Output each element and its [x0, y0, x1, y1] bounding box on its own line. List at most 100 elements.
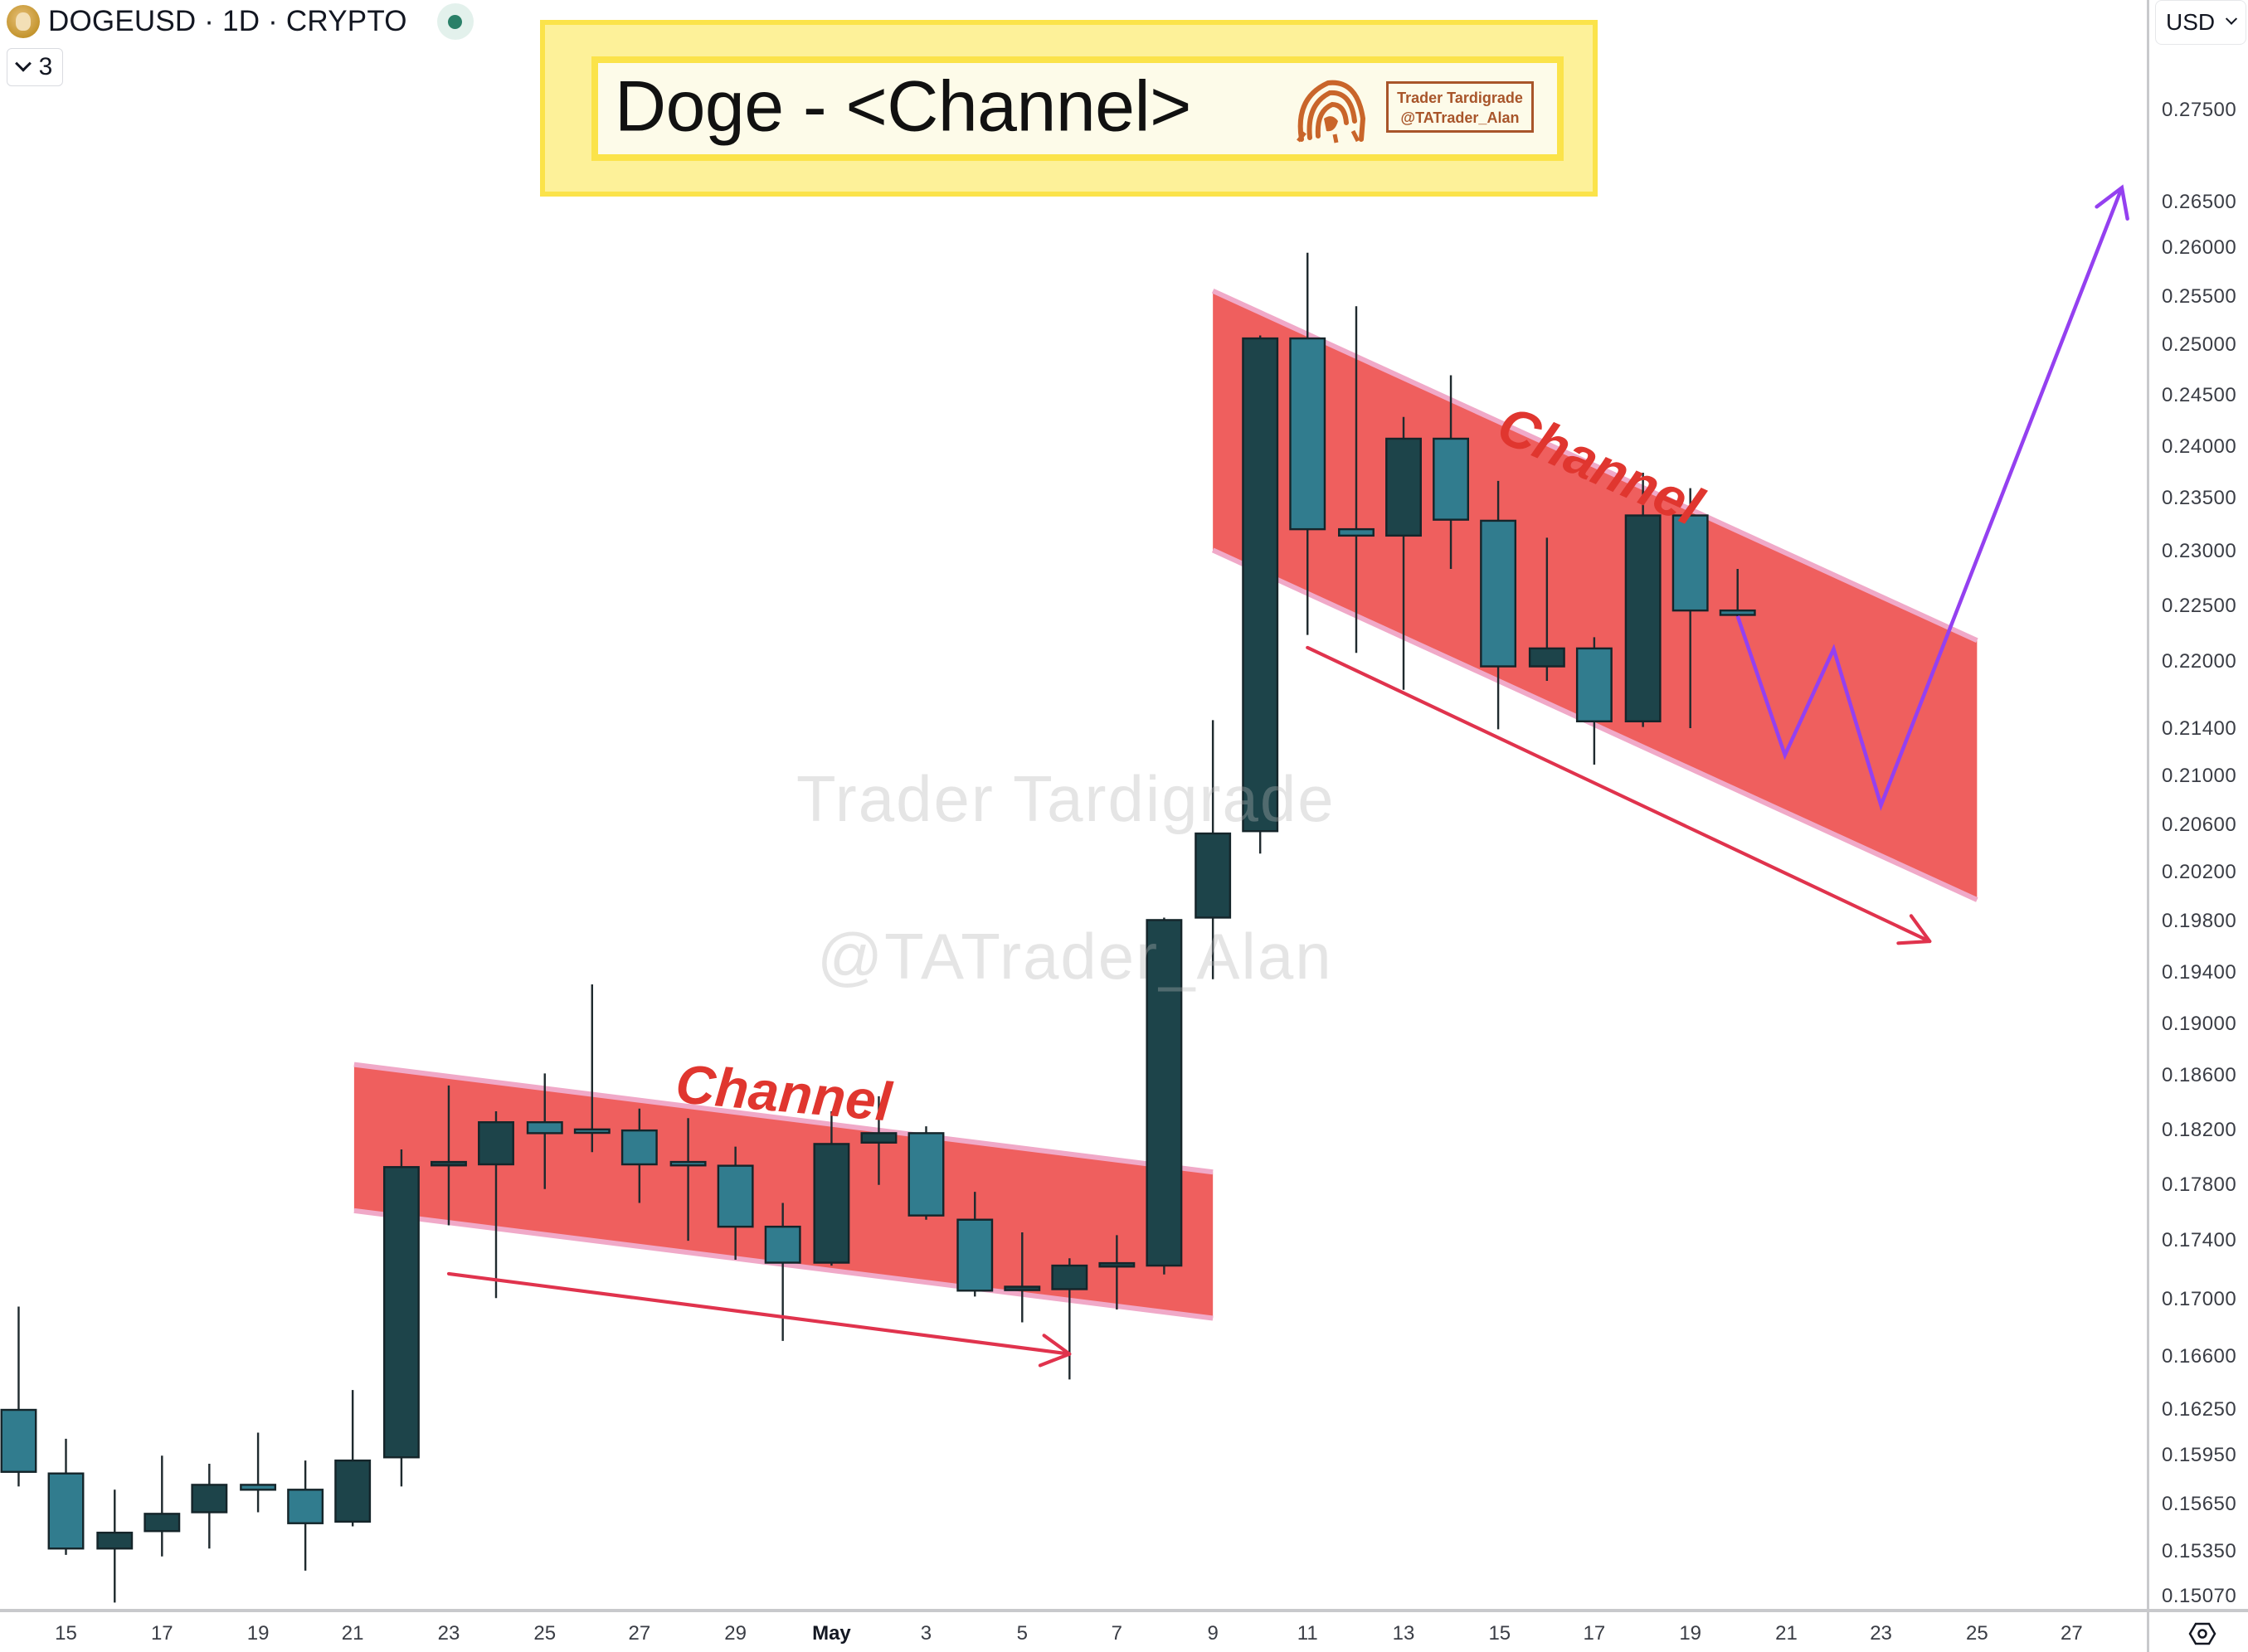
candle: [1004, 1232, 1041, 1323]
price-tick-label: 0.16250: [2162, 1398, 2237, 1421]
indicators-collapse-button[interactable]: 3: [7, 48, 63, 86]
price-tick-label: 0.25500: [2162, 284, 2237, 308]
candle: [1195, 720, 1232, 979]
candle: [717, 1146, 754, 1261]
price-tick-label: 0.19000: [2162, 1013, 2237, 1036]
signature-handle: @TATrader_Alan: [1400, 109, 1520, 126]
trend-arrows[interactable]: [446, 184, 2129, 1368]
price-tick-label: 0.23500: [2162, 487, 2237, 510]
candle: [1671, 488, 1709, 729]
candle: [1624, 472, 1662, 727]
candle: [1242, 335, 1279, 854]
candle: [1146, 917, 1183, 1275]
title-banner: Doge - <Channel> Trader Tardigrade @TATr…: [540, 20, 1598, 197]
time-tick-label: 15: [55, 1622, 77, 1645]
candle: [478, 1110, 514, 1299]
price-tick-label: 0.18200: [2162, 1119, 2237, 1142]
projection-path[interactable]: [1735, 184, 2129, 811]
price-tick-label: 0.16600: [2162, 1345, 2237, 1368]
time-tick-label: 19: [246, 1622, 270, 1645]
price-tick-label: 0.22000: [2162, 650, 2237, 673]
currency-label: USD: [2166, 9, 2216, 35]
price-tick-label: 0.15650: [2162, 1493, 2237, 1516]
price-tick-label: 0.24500: [2162, 383, 2237, 406]
time-tick-label: 9: [1207, 1622, 1219, 1645]
candle: [669, 1118, 707, 1241]
time-tick-label: 27: [628, 1622, 651, 1645]
price-axis-border: [2147, 0, 2149, 1652]
candle: [1051, 1258, 1088, 1380]
chart-settings-icon[interactable]: [2183, 1620, 2221, 1647]
tardigrade-logo-icon: [1297, 80, 1366, 143]
watermark-handle: @TATrader_Alan: [817, 920, 1333, 993]
down-trend-arrow-upper[interactable]: [1306, 645, 1932, 945]
price-tick-label: 0.25000: [2162, 333, 2237, 357]
candle: [573, 984, 611, 1153]
candle: [1338, 306, 1375, 654]
price-tick-label: 0.15350: [2162, 1540, 2237, 1563]
candle: [144, 1455, 181, 1557]
candle: [240, 1432, 277, 1513]
price-tick-label: 0.23000: [2162, 540, 2237, 563]
candle: [1289, 252, 1326, 635]
price-tick-label: 0.26000: [2162, 236, 2237, 259]
price-tick-label: 0.21400: [2162, 717, 2237, 741]
price-tick-label: 0.21000: [2162, 765, 2237, 788]
candle: [1719, 569, 1756, 618]
market-open-dot-icon: [436, 3, 474, 40]
time-axis-border: [0, 1609, 2248, 1612]
candle: [287, 1460, 324, 1571]
time-tick-label: 21: [1775, 1622, 1798, 1645]
time-tick-label: 17: [150, 1622, 173, 1645]
chevron-down-icon: [14, 55, 32, 72]
candle: [1480, 480, 1517, 730]
price-tick-label: 0.26500: [2162, 190, 2237, 213]
price-tick-label: 0.24000: [2162, 435, 2237, 459]
time-tick-label: 19: [1679, 1622, 1702, 1645]
symbol-title[interactable]: DOGEUSD · 1D · CRYPTO: [48, 5, 407, 37]
indicator-count: 3: [38, 53, 53, 80]
symbol-header[interactable]: DOGEUSD · 1D · CRYPTO: [7, 3, 474, 40]
price-tick-label: 0.17800: [2162, 1173, 2237, 1196]
candle: [1098, 1235, 1136, 1309]
candle: [956, 1192, 994, 1297]
candle: [382, 1149, 420, 1487]
candlestick-series: [0, 252, 1756, 1603]
candle: [1575, 637, 1613, 765]
time-tick-label: 17: [1583, 1622, 1606, 1645]
price-tick-label: 0.20600: [2162, 814, 2237, 837]
time-tick-label: May: [812, 1622, 851, 1645]
watermark-name: Trader Tardigrade: [796, 762, 1336, 835]
time-tick-label: 11: [1297, 1622, 1318, 1645]
time-tick-label: 7: [1111, 1622, 1123, 1645]
banner-signature: Trader Tardigrade @TATrader_Alan: [1386, 81, 1534, 133]
currency-dropdown[interactable]: USD: [2155, 0, 2246, 45]
doge-coin-icon: [7, 5, 40, 38]
time-tick-label: 25: [1965, 1622, 1988, 1645]
down-trend-arrow-lower[interactable]: [446, 1271, 1072, 1368]
price-tick-label: 0.22500: [2162, 594, 2237, 617]
candle: [764, 1203, 801, 1341]
chevron-down-icon: [2225, 12, 2238, 25]
signature-name: Trader Tardigrade: [1397, 90, 1523, 106]
candle: [1385, 416, 1422, 690]
candle: [907, 1126, 945, 1220]
price-tick-label: 0.27500: [2162, 99, 2237, 122]
candle: [0, 1306, 37, 1487]
price-tick-label: 0.17000: [2162, 1287, 2237, 1310]
time-tick-label: 13: [1392, 1622, 1415, 1645]
time-tick-label: 23: [1870, 1622, 1892, 1645]
candle: [860, 1096, 898, 1185]
price-tick-label: 0.18600: [2162, 1064, 2237, 1087]
candle: [1528, 537, 1565, 681]
time-tick-label: 23: [437, 1622, 460, 1645]
time-tick-label: 15: [1488, 1622, 1511, 1645]
candle: [334, 1390, 372, 1527]
candle: [191, 1464, 228, 1549]
price-tick-label: 0.17400: [2162, 1229, 2237, 1252]
time-tick-label: 25: [533, 1622, 557, 1645]
time-tick-label: 3: [920, 1622, 932, 1645]
candle: [620, 1108, 658, 1203]
time-tick-label: 29: [724, 1622, 747, 1645]
